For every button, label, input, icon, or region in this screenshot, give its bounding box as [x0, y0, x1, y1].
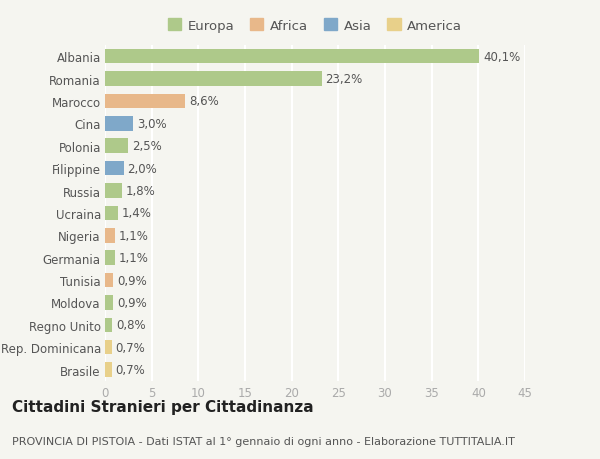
Text: 2,0%: 2,0%: [127, 162, 157, 175]
Bar: [105, 72, 322, 87]
Text: PROVINCIA DI PISTOIA - Dati ISTAT al 1° gennaio di ogni anno - Elaborazione TUTT: PROVINCIA DI PISTOIA - Dati ISTAT al 1° …: [12, 436, 515, 446]
Text: 8,6%: 8,6%: [189, 95, 219, 108]
Bar: [105, 162, 124, 176]
Text: 23,2%: 23,2%: [325, 73, 362, 86]
Text: 3,0%: 3,0%: [137, 118, 166, 130]
Text: 1,8%: 1,8%: [125, 185, 155, 197]
Text: 0,9%: 0,9%: [117, 274, 147, 287]
Bar: [105, 296, 113, 310]
Text: 2,5%: 2,5%: [132, 140, 162, 153]
Text: Cittadini Stranieri per Cittadinanza: Cittadini Stranieri per Cittadinanza: [12, 399, 314, 414]
Text: 0,9%: 0,9%: [117, 297, 147, 309]
Bar: [105, 184, 122, 198]
Bar: [105, 340, 112, 355]
Text: 1,1%: 1,1%: [119, 230, 149, 242]
Bar: [105, 95, 185, 109]
Legend: Europa, Africa, Asia, America: Europa, Africa, Asia, America: [168, 19, 462, 33]
Text: 1,1%: 1,1%: [119, 252, 149, 264]
Text: 1,4%: 1,4%: [122, 207, 152, 220]
Text: 40,1%: 40,1%: [483, 50, 520, 63]
Bar: [105, 117, 133, 131]
Bar: [105, 363, 112, 377]
Bar: [105, 50, 479, 64]
Bar: [105, 318, 112, 332]
Bar: [105, 251, 115, 265]
Bar: [105, 229, 115, 243]
Bar: [105, 273, 113, 288]
Text: 0,7%: 0,7%: [115, 364, 145, 376]
Bar: [105, 206, 118, 221]
Bar: [105, 139, 128, 154]
Text: 0,8%: 0,8%: [116, 319, 146, 331]
Text: 0,7%: 0,7%: [115, 341, 145, 354]
